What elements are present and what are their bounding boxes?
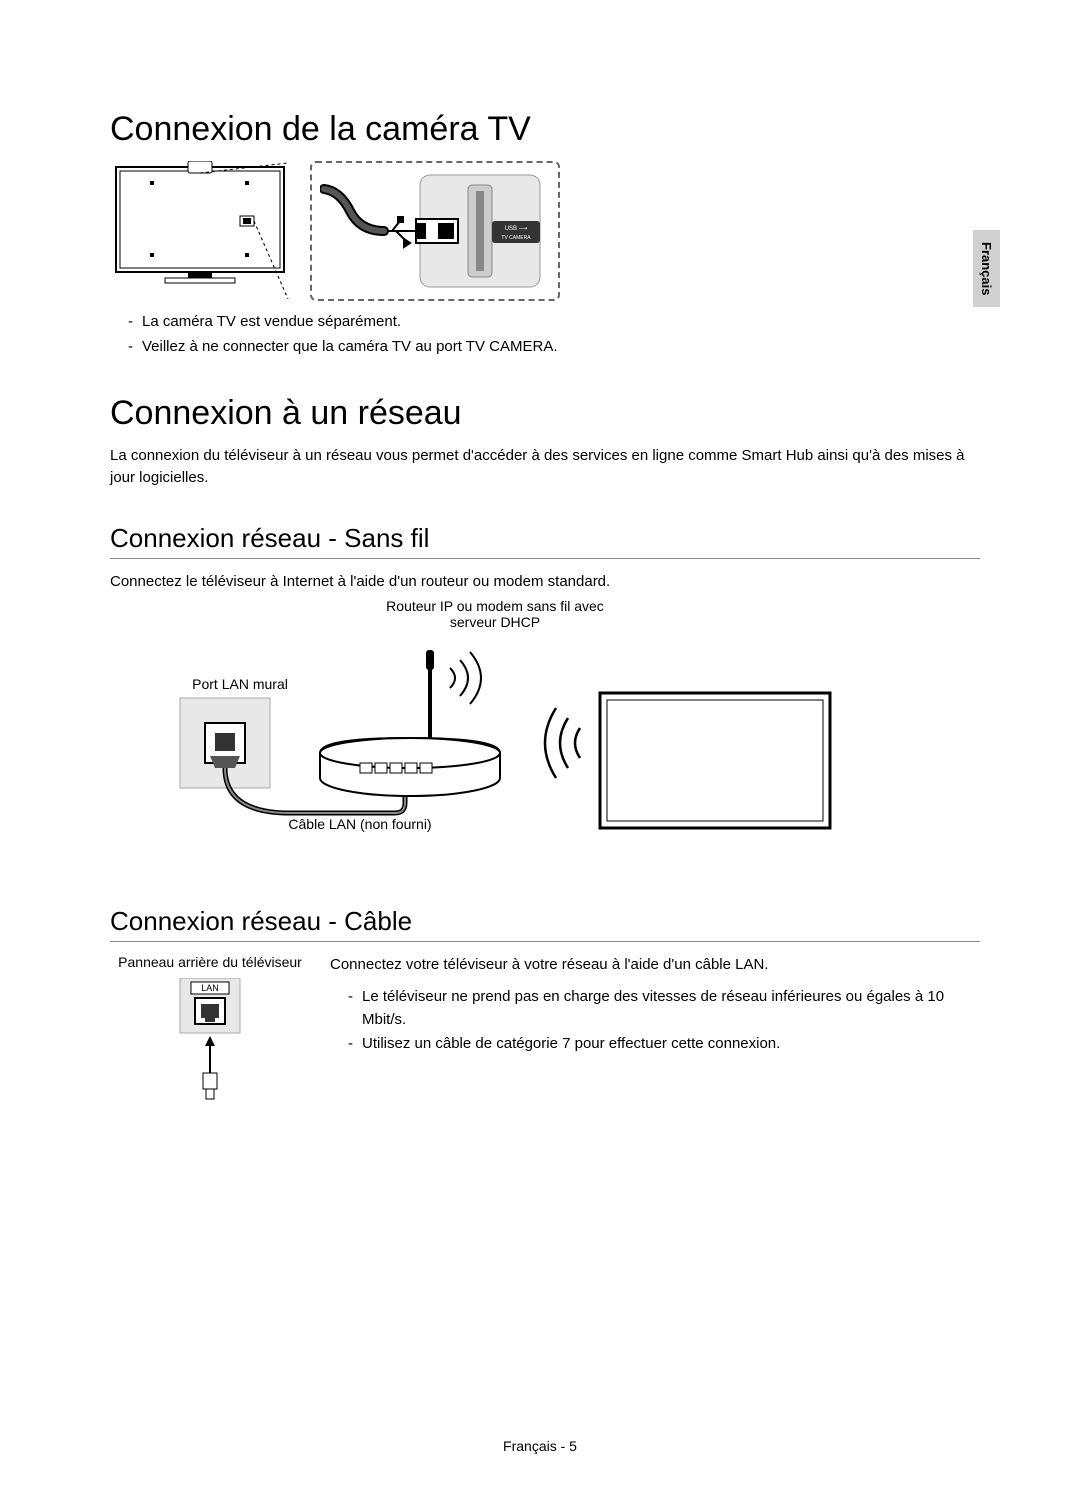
router-label: Routeur IP ou modem sans fil avec serveu… bbox=[370, 598, 620, 630]
camera-diagram: USB ⟶ TV CAMERA bbox=[110, 161, 980, 301]
router-illustration bbox=[320, 650, 500, 796]
svg-text:USB ⟶: USB ⟶ bbox=[505, 226, 528, 232]
wired-section: Panneau arrière du téléviseur LAN Connec bbox=[110, 954, 980, 1108]
wired-intro: Connectez votre téléviseur à votre résea… bbox=[330, 954, 980, 976]
heading-wired: Connexion réseau - Câble bbox=[110, 906, 980, 942]
network-intro: La connexion du téléviseur à un réseau v… bbox=[110, 445, 980, 489]
rear-panel-label: Panneau arrière du téléviseur bbox=[110, 954, 310, 970]
footer-lang: Français bbox=[503, 1438, 557, 1454]
tv-back-illustration bbox=[110, 161, 290, 301]
svg-text:TV CAMERA: TV CAMERA bbox=[501, 235, 531, 241]
usb-inset: USB ⟶ TV CAMERA bbox=[310, 161, 560, 301]
wireless-intro: Connectez le téléviseur à Internet à l'a… bbox=[110, 571, 980, 593]
usb-port-illustration: USB ⟶ TV CAMERA bbox=[320, 171, 550, 291]
wired-text: Connectez votre téléviseur à votre résea… bbox=[330, 954, 980, 1057]
wifi-waves-tv-icon bbox=[545, 708, 580, 778]
lan-text: LAN bbox=[201, 983, 219, 993]
wireless-svg bbox=[110, 638, 870, 878]
rear-panel-col: Panneau arrière du téléviseur LAN bbox=[110, 954, 310, 1108]
note-item: Utilisez un câble de catégorie 7 pour ef… bbox=[348, 1033, 980, 1056]
footer-page: 5 bbox=[569, 1438, 577, 1454]
wired-notes: Le téléviseur ne prend pas en charge des… bbox=[330, 986, 980, 1056]
wireless-diagram: Routeur IP ou modem sans fil avec serveu… bbox=[110, 598, 980, 878]
heading-wireless: Connexion réseau - Sans fil bbox=[110, 523, 980, 559]
lan-port-illustration: LAN bbox=[165, 978, 255, 1108]
page-footer: Français - 5 bbox=[0, 1438, 1080, 1454]
footer-sep: - bbox=[557, 1438, 569, 1454]
camera-notes: La caméra TV est vendue séparément. Veil… bbox=[110, 311, 980, 358]
heading-network: Connexion à un réseau bbox=[110, 394, 980, 433]
note-item: La caméra TV est vendue séparément. bbox=[128, 311, 980, 334]
heading-camera: Connexion de la caméra TV bbox=[110, 110, 980, 149]
note-item: Le téléviseur ne prend pas en charge des… bbox=[348, 986, 980, 1031]
section-network: Connexion à un réseau La connexion du té… bbox=[110, 394, 980, 1108]
note-item: Veillez à ne connecter que la caméra TV … bbox=[128, 336, 980, 359]
wifi-waves-icon bbox=[450, 652, 481, 704]
section-camera: Connexion de la caméra TV bbox=[110, 110, 980, 358]
tv-illustration bbox=[600, 693, 830, 828]
page-content: Connexion de la caméra TV bbox=[0, 0, 1080, 1204]
